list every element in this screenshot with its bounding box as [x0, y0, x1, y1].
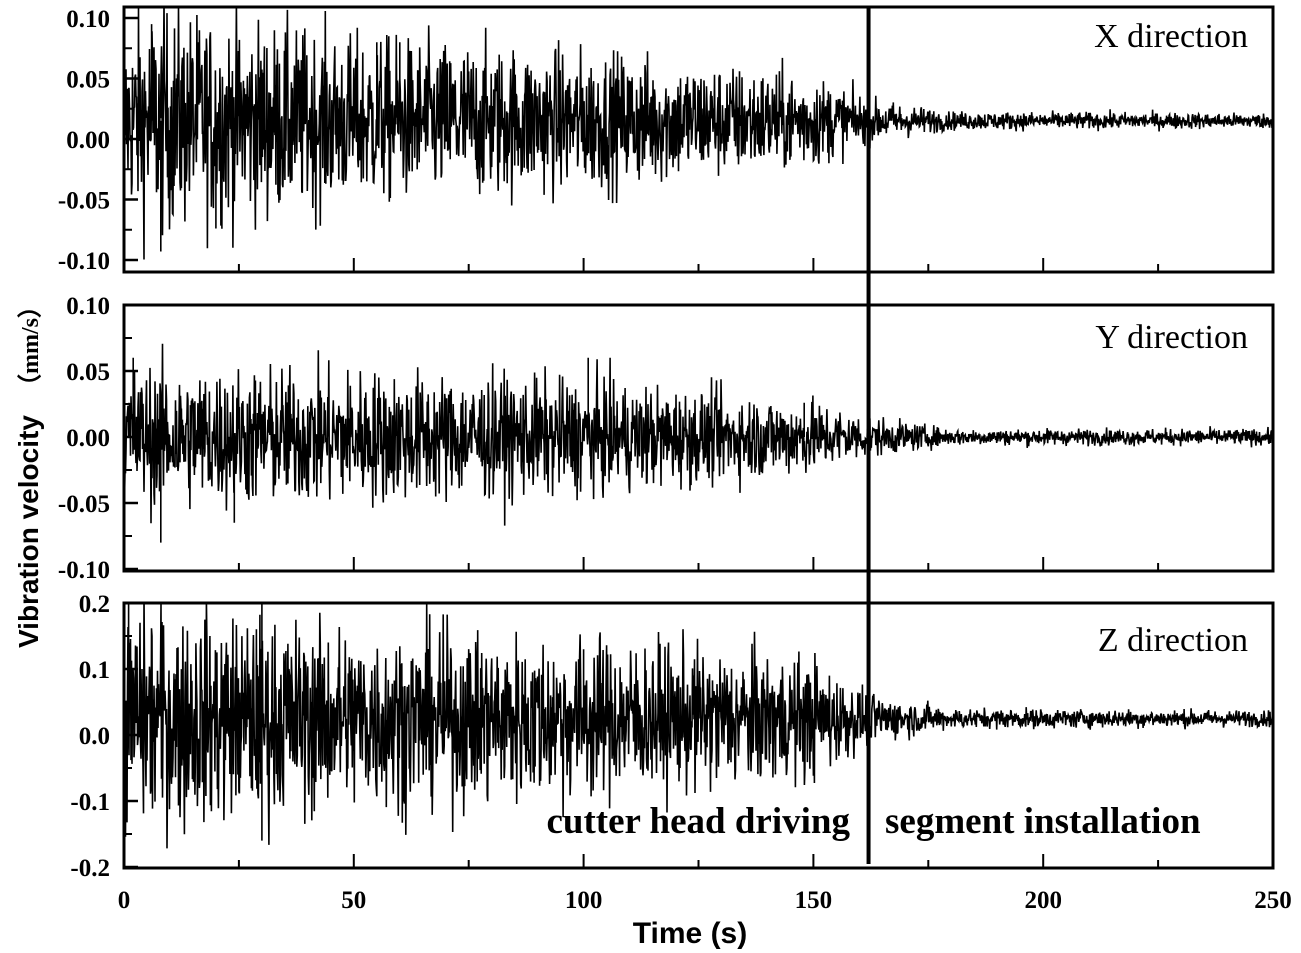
y-tick-label: 0.1	[79, 657, 110, 684]
y-tick-label: -0.2	[70, 855, 110, 882]
x-tick-label: 200	[1024, 887, 1062, 914]
panel-y: 0.10 0.05 0.00 -0.05 -0.10	[58, 293, 1275, 584]
y-tick-label: 0.0	[79, 723, 110, 750]
panel-label-x: X direction	[1094, 18, 1248, 55]
panel-z: 0.2 0.1 0.0 -0.1 -0.2	[70, 591, 1275, 882]
x-tick-labels: 0 50 100 150 200 250	[118, 887, 1292, 914]
x-tick-label: 100	[565, 887, 603, 914]
y-tick-label: -0.05	[58, 188, 110, 215]
y-axis-title: Vibration velocity （mm/s）	[13, 294, 44, 648]
waveform-z	[124, 603, 1273, 849]
x-axis-title: Time (s)	[633, 917, 747, 950]
phase-label-cutter-head-driving: cutter head driving	[546, 801, 850, 842]
waveform-x	[124, 7, 1273, 260]
waveform-y	[124, 343, 1273, 543]
y-tick-label: -0.10	[58, 248, 110, 275]
panel-label-y: Y direction	[1095, 319, 1248, 356]
y-tick-label: -0.05	[58, 491, 110, 518]
y-axis-title-text: Vibration velocity	[13, 415, 44, 648]
y-tick-label: 0.00	[66, 425, 110, 452]
panel-x: 0.10 0.05 0.00 -0.05 -0.10	[58, 5, 1275, 275]
y-tick-label: 0.05	[66, 359, 110, 386]
x-tick-label: 250	[1254, 887, 1292, 914]
panel-label-z: Z direction	[1098, 622, 1248, 659]
y-tick-label: 0.10	[66, 6, 110, 33]
x-tick-label: 0	[118, 887, 131, 914]
y-axis-unit-text: （mm/s）	[17, 294, 44, 398]
y-tick-label: -0.10	[58, 557, 110, 584]
x-tick-label: 50	[341, 887, 366, 914]
x-tick-label: 150	[795, 887, 833, 914]
y-tick-label: -0.1	[70, 789, 110, 816]
y-tick-label: 0.00	[66, 127, 110, 154]
panels: 0.10 0.05 0.00 -0.05 -0.10 0.10 0.05 0.00 -0.05 -…	[58, 5, 1275, 882]
phase-label-segment-installation: segment installation	[885, 801, 1201, 842]
y-tick-label: 0.2	[79, 591, 110, 618]
y-tick-label: 0.10	[66, 293, 110, 320]
y-tick-label: 0.05	[66, 67, 110, 94]
